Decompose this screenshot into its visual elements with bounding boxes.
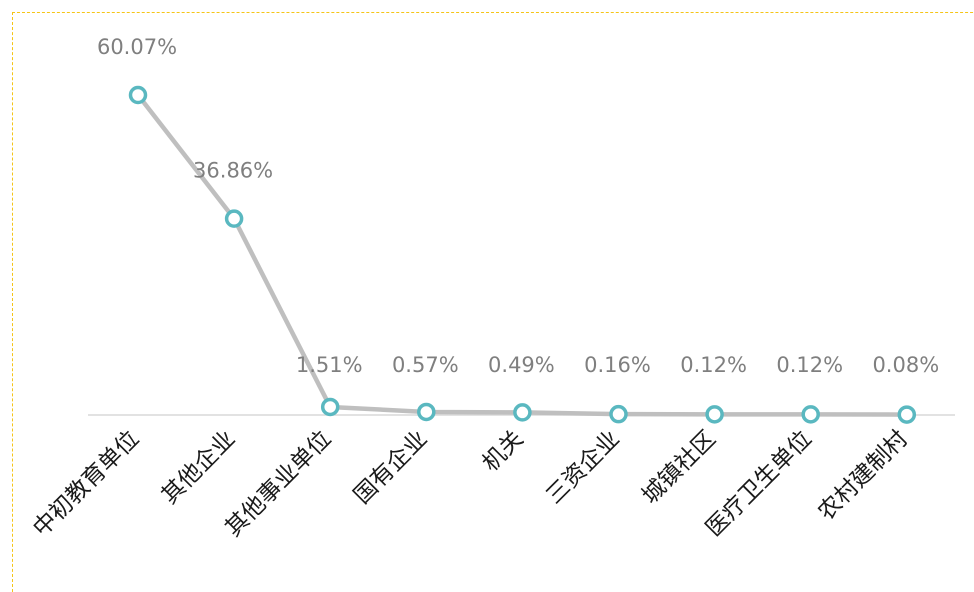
category-label-1: 其他企业 <box>157 426 240 509</box>
data-point-7 <box>801 405 820 424</box>
category-label-4: 机关 <box>478 426 529 477</box>
data-point-0 <box>128 85 148 105</box>
data-label-4: 0.49% <box>488 353 555 377</box>
data-point-4 <box>513 403 532 422</box>
data-point-3 <box>417 402 436 422</box>
category-label-8: 农村建制村 <box>813 426 913 526</box>
data-label-7: 0.12% <box>776 353 843 377</box>
category-label-5: 三资企业 <box>541 426 624 509</box>
data-point-1 <box>224 209 244 228</box>
data-label-6: 0.12% <box>680 353 747 377</box>
data-point-2 <box>320 397 340 417</box>
data-point-5 <box>609 404 628 424</box>
category-label-6: 城镇社区 <box>637 426 720 509</box>
data-point-6 <box>705 405 724 424</box>
data-label-2: 1.51% <box>296 353 363 377</box>
category-label-3: 国有企业 <box>349 426 432 509</box>
data-label-3: 0.57% <box>392 353 459 377</box>
line-chart: 60.07% 36.86% 1.51% 0.57% 0.49% 0.16% 0.12% 0.1… <box>28 35 955 542</box>
markers-group <box>128 85 917 424</box>
chart-frame <box>12 12 974 592</box>
data-label-1: 36.86% <box>193 159 273 183</box>
data-label-8: 0.08% <box>872 353 939 377</box>
data-label-0: 60.07% <box>97 35 177 59</box>
data-point-8 <box>897 405 917 424</box>
category-label-0: 中初教育单位 <box>28 426 144 542</box>
data-label-5: 0.16% <box>584 353 651 377</box>
data-labels-group: 60.07% 36.86% 1.51% 0.57% 0.49% 0.16% 0.12% 0.1… <box>97 35 939 377</box>
